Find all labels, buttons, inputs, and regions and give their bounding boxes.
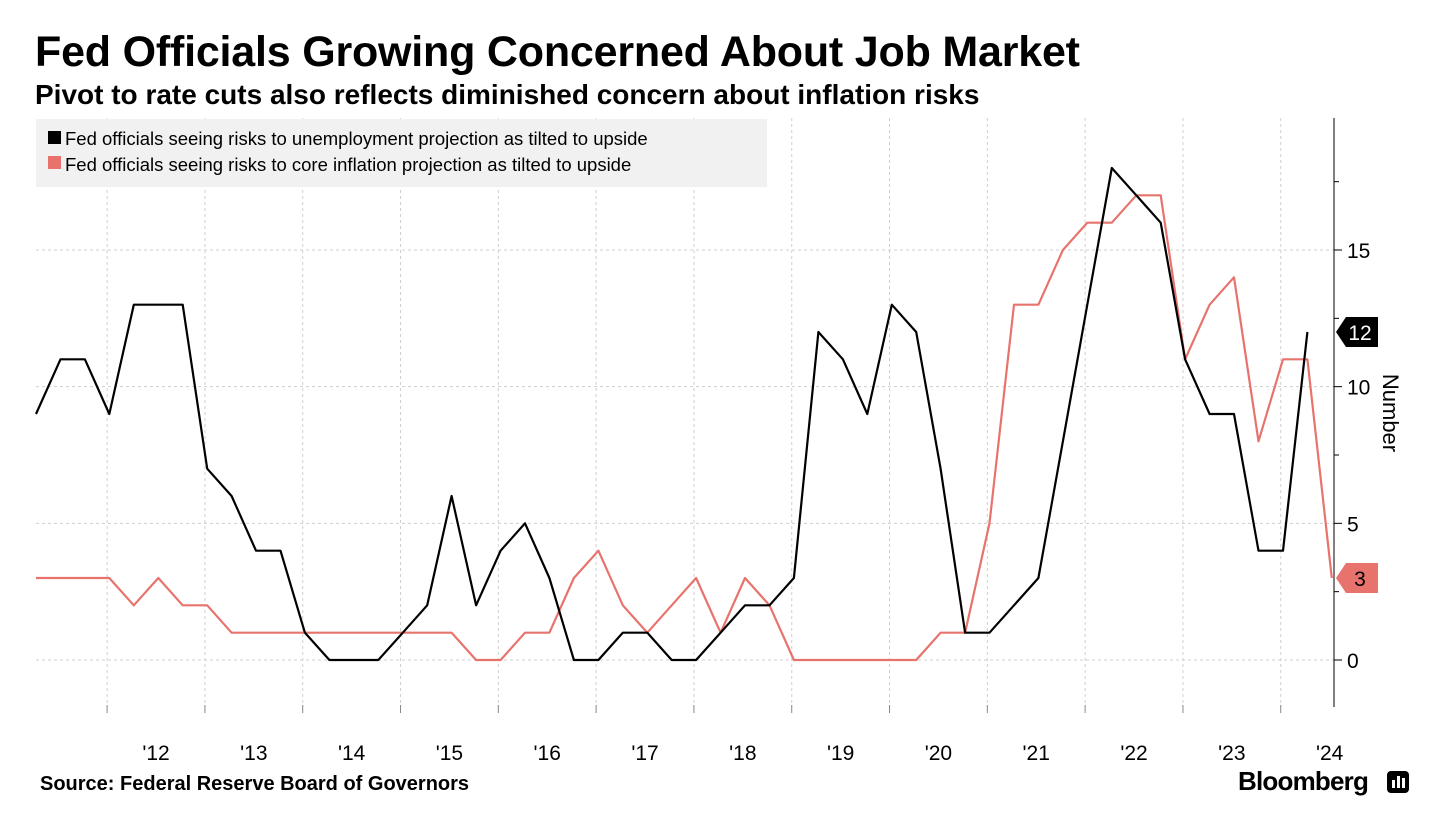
y-axis-title: Number bbox=[1378, 374, 1403, 452]
legend-label-inflation: Fed officials seeing risks to core infla… bbox=[65, 154, 631, 175]
x-tick-label: '19 bbox=[827, 742, 854, 765]
axis-labels: 0 5 10 15 '12 '13 '14 '15 '16 '17 '18 '19 '20 '21 '22 '… bbox=[142, 240, 1378, 765]
end-label-unemployment-badge bbox=[1336, 317, 1378, 347]
end-label-unemployment: 12 bbox=[1336, 317, 1378, 347]
x-tick-label: '22 bbox=[1120, 742, 1147, 765]
unemployment-risk-line bbox=[34, 166, 1309, 662]
y-tick-label: 0 bbox=[1347, 650, 1359, 673]
x-tick-label: '18 bbox=[729, 742, 756, 765]
x-tick-label: '12 bbox=[142, 742, 169, 765]
chart-subtitle: Pivot to rate cuts also reflects diminis… bbox=[35, 79, 980, 110]
legend-label-unemployment: Fed officials seeing risks to unemployme… bbox=[65, 128, 648, 149]
legend-swatch-inflation bbox=[48, 156, 61, 169]
x-tick-label: '13 bbox=[240, 742, 267, 765]
x-tick-label: '23 bbox=[1218, 742, 1245, 765]
axes bbox=[106, 118, 1342, 713]
brand-logo: Bloomberg bbox=[1238, 766, 1369, 796]
series bbox=[34, 166, 1333, 662]
legend-swatch-unemployment bbox=[48, 131, 61, 144]
gridlines bbox=[36, 118, 1334, 707]
x-tick-label: '16 bbox=[534, 742, 561, 765]
end-label-unemployment-text: 12 bbox=[1348, 322, 1371, 345]
x-tick-label: '17 bbox=[631, 742, 658, 765]
x-tick-label: '15 bbox=[436, 742, 463, 765]
source-note: Source: Federal Reserve Board of Governo… bbox=[40, 773, 470, 795]
y-tick-label: 15 bbox=[1347, 240, 1370, 263]
end-label-inflation-text: 3 bbox=[1354, 568, 1366, 591]
legend: Fed officials seeing risks to unemployme… bbox=[48, 128, 648, 175]
x-tick-label: '14 bbox=[338, 742, 366, 765]
x-tick-label: '21 bbox=[1023, 742, 1050, 765]
inflation-risk-line bbox=[36, 194, 1333, 662]
y-tick-label: 5 bbox=[1347, 513, 1359, 536]
chart-title: Fed Officials Growing Concerned About Jo… bbox=[35, 28, 1080, 76]
x-tick-label: '24 bbox=[1316, 742, 1344, 765]
y-tick-label: 10 bbox=[1347, 377, 1370, 400]
end-label-inflation: 3 bbox=[1336, 563, 1378, 593]
x-tick-label: '20 bbox=[925, 742, 952, 765]
end-label-inflation-badge bbox=[1336, 563, 1378, 593]
bloomberg-terminal-icon bbox=[1387, 771, 1409, 793]
legend-background bbox=[36, 119, 767, 187]
